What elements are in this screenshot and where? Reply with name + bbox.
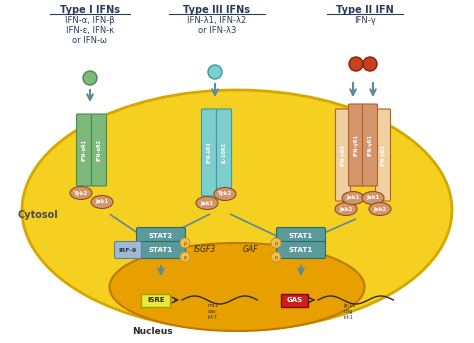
Ellipse shape bbox=[109, 243, 365, 331]
Ellipse shape bbox=[369, 202, 391, 215]
FancyBboxPatch shape bbox=[137, 241, 185, 259]
Ellipse shape bbox=[362, 191, 384, 204]
Text: Type II IFN: Type II IFN bbox=[336, 5, 394, 15]
FancyBboxPatch shape bbox=[201, 109, 217, 196]
Ellipse shape bbox=[91, 196, 113, 209]
Text: IFN-λ1, IFN-λ2: IFN-λ1, IFN-λ2 bbox=[187, 16, 246, 25]
Text: Jak1: Jak1 bbox=[95, 200, 109, 204]
Text: Tyk2: Tyk2 bbox=[218, 191, 232, 197]
Ellipse shape bbox=[196, 197, 218, 210]
Circle shape bbox=[180, 238, 190, 248]
Text: Jak2: Jak2 bbox=[374, 206, 387, 212]
FancyBboxPatch shape bbox=[217, 109, 231, 196]
Circle shape bbox=[363, 57, 377, 71]
Text: STAT1: STAT1 bbox=[289, 247, 313, 253]
Text: IFN-αR2: IFN-αR2 bbox=[97, 139, 101, 161]
Text: Jak2: Jak2 bbox=[339, 206, 353, 212]
Text: p: p bbox=[183, 240, 187, 246]
Text: p: p bbox=[274, 240, 278, 246]
Circle shape bbox=[271, 238, 281, 248]
Text: or IFN-λ3: or IFN-λ3 bbox=[198, 26, 236, 35]
Text: STAT2: STAT2 bbox=[149, 233, 173, 239]
Ellipse shape bbox=[214, 188, 236, 201]
FancyBboxPatch shape bbox=[137, 227, 185, 245]
Text: Type I IFNs: Type I IFNs bbox=[60, 5, 120, 15]
FancyBboxPatch shape bbox=[336, 109, 350, 201]
Text: IFN-α, IFN-β: IFN-α, IFN-β bbox=[65, 16, 115, 25]
Text: Jak1: Jak1 bbox=[366, 196, 380, 201]
Text: ISGF3: ISGF3 bbox=[194, 245, 216, 253]
Text: STAT1: STAT1 bbox=[289, 233, 313, 239]
Text: mx1
oas
irf-7: mx1 oas irf-7 bbox=[208, 303, 219, 320]
Text: Tyk2: Tyk2 bbox=[74, 190, 88, 196]
Text: Jak1: Jak1 bbox=[346, 196, 360, 201]
Text: IFN-γ: IFN-γ bbox=[354, 16, 376, 25]
Text: p: p bbox=[274, 255, 278, 260]
Text: STAT1: STAT1 bbox=[149, 247, 173, 253]
FancyBboxPatch shape bbox=[276, 241, 326, 259]
Text: ISRE: ISRE bbox=[147, 297, 165, 303]
Circle shape bbox=[83, 71, 97, 85]
Text: IFN-γR1: IFN-γR1 bbox=[354, 134, 358, 156]
Ellipse shape bbox=[22, 90, 452, 330]
Text: IL-10R2: IL-10R2 bbox=[221, 142, 227, 163]
Circle shape bbox=[349, 57, 363, 71]
Text: IFN-γR1: IFN-γR1 bbox=[367, 134, 373, 156]
Text: Type III IFNs: Type III IFNs bbox=[183, 5, 250, 15]
Text: GAF: GAF bbox=[243, 245, 258, 253]
FancyBboxPatch shape bbox=[276, 227, 326, 245]
Text: Jak1: Jak1 bbox=[201, 201, 214, 205]
Text: IFN-λR1: IFN-λR1 bbox=[207, 142, 211, 163]
Circle shape bbox=[271, 252, 281, 262]
Text: or IFN-ω: or IFN-ω bbox=[73, 36, 108, 45]
Text: IFN-αR1: IFN-αR1 bbox=[82, 139, 86, 161]
Text: p: p bbox=[183, 255, 187, 260]
Text: GAS: GAS bbox=[287, 297, 303, 303]
FancyBboxPatch shape bbox=[142, 294, 171, 307]
Text: Nucleus: Nucleus bbox=[132, 327, 173, 335]
Ellipse shape bbox=[335, 202, 357, 215]
FancyBboxPatch shape bbox=[91, 114, 107, 186]
Text: Cytosol: Cytosol bbox=[18, 210, 59, 220]
FancyBboxPatch shape bbox=[282, 294, 309, 307]
FancyBboxPatch shape bbox=[375, 109, 391, 201]
FancyBboxPatch shape bbox=[115, 241, 142, 259]
FancyBboxPatch shape bbox=[348, 104, 364, 186]
Text: IRF-9: IRF-9 bbox=[119, 248, 137, 252]
Ellipse shape bbox=[70, 187, 92, 200]
Text: IFN-γR2: IFN-γR2 bbox=[381, 144, 385, 166]
Circle shape bbox=[208, 65, 222, 79]
Text: IFN-ε, IFN-κ: IFN-ε, IFN-κ bbox=[66, 26, 114, 35]
Text: IFN-γR2: IFN-γR2 bbox=[340, 144, 346, 166]
Text: ip-10
mig
irf-1: ip-10 mig irf-1 bbox=[344, 303, 356, 320]
Circle shape bbox=[180, 252, 190, 262]
Ellipse shape bbox=[342, 191, 364, 204]
FancyBboxPatch shape bbox=[76, 114, 91, 186]
FancyBboxPatch shape bbox=[363, 104, 377, 186]
